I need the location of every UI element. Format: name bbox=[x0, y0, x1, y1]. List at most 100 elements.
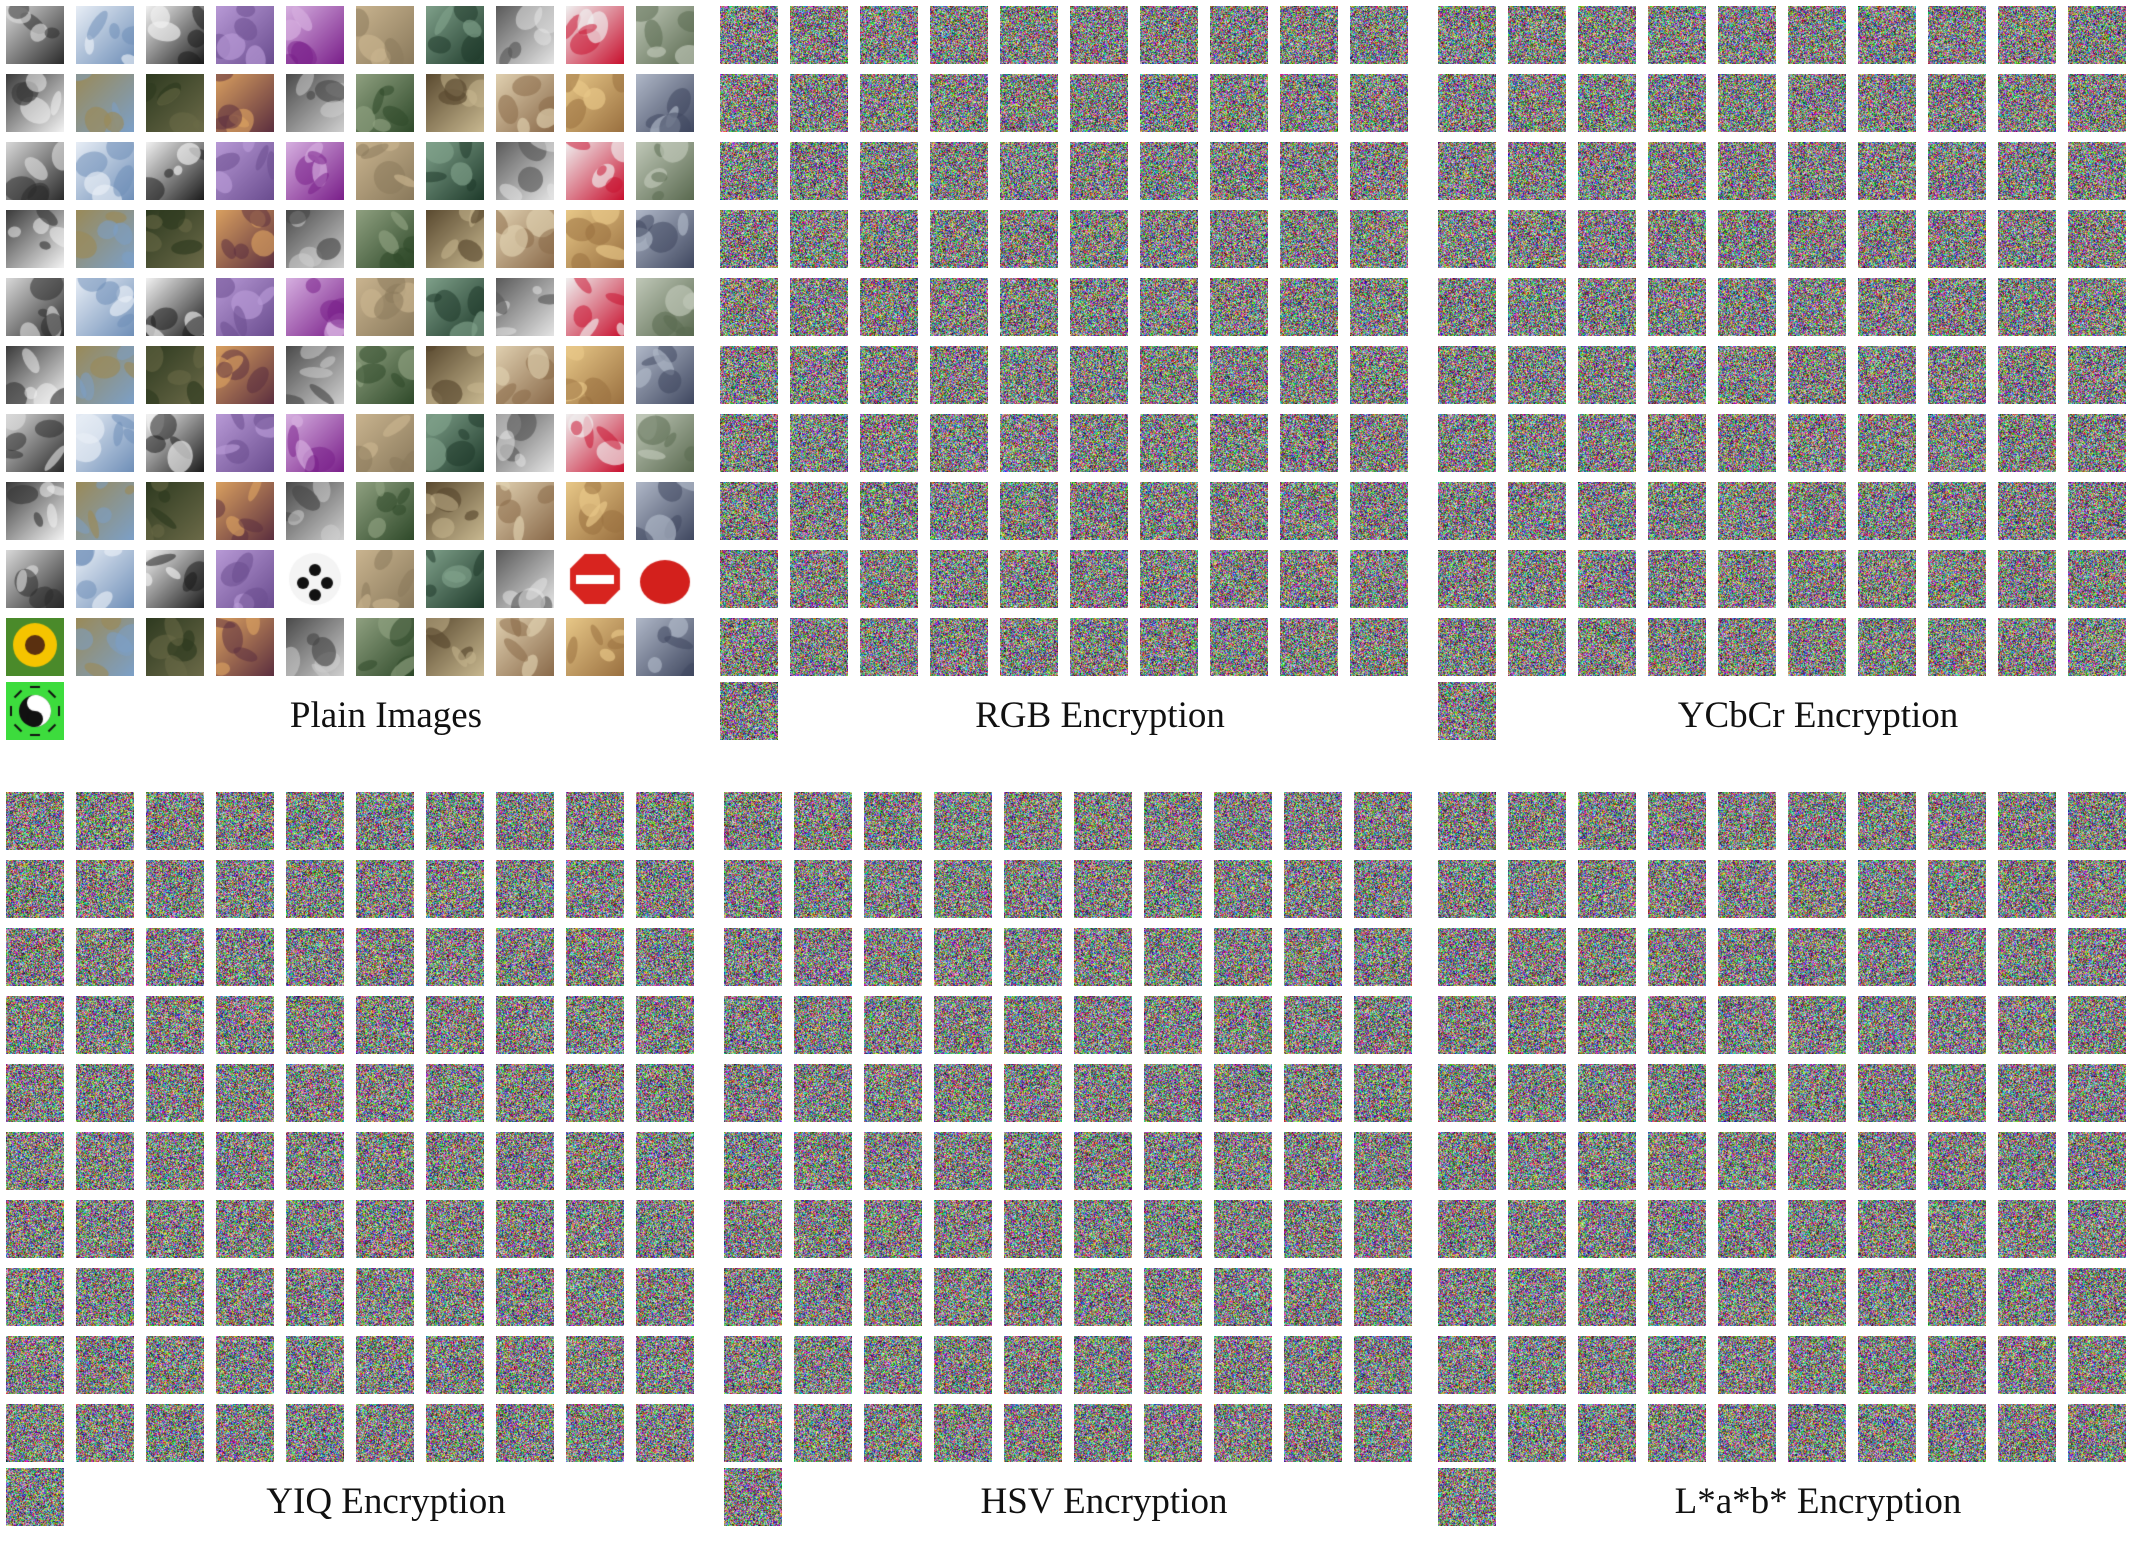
cipher-image-tile bbox=[794, 928, 852, 986]
cipher-image-tile bbox=[636, 996, 694, 1054]
cipher-image-tile bbox=[146, 928, 204, 986]
cipher-image-tile bbox=[1858, 550, 1916, 608]
cipher-image-tile bbox=[930, 618, 988, 676]
plain-image-tile-motorbike bbox=[356, 414, 414, 472]
cipher-image-tile bbox=[1508, 278, 1566, 336]
cipher-image-tile bbox=[1214, 1268, 1272, 1326]
cipher-image-tile bbox=[566, 792, 624, 850]
cipher-image-tile bbox=[1438, 74, 1496, 132]
cipher-image-tile bbox=[794, 1268, 852, 1326]
cipher-image-tile bbox=[1074, 792, 1132, 850]
plain-image-tile-binoculars bbox=[566, 6, 624, 64]
cipher-image-tile bbox=[1928, 278, 1986, 336]
cipher-image-tile bbox=[1858, 278, 1916, 336]
cipher-image-tile bbox=[1214, 1132, 1272, 1190]
plain-image-tile-cup bbox=[426, 142, 484, 200]
cipher-image-tile bbox=[860, 74, 918, 132]
cipher-image-tile bbox=[2068, 1200, 2126, 1258]
cipher-image-tile bbox=[1508, 482, 1566, 540]
cipher-image-tile bbox=[146, 860, 204, 918]
cipher-image-tile bbox=[1508, 1268, 1566, 1326]
cipher-image-tile bbox=[76, 996, 134, 1054]
cipher-image-tile bbox=[1648, 1064, 1706, 1122]
plain-image-tile-headphone bbox=[426, 278, 484, 336]
cipher-image-tile bbox=[724, 860, 782, 918]
cipher-image-tile bbox=[1438, 278, 1496, 336]
cipher-image-tile bbox=[1438, 1404, 1496, 1462]
plain-image-tile-camera bbox=[286, 74, 344, 132]
cipher-image-tile bbox=[1648, 860, 1706, 918]
cipher-image-tile bbox=[286, 860, 344, 918]
cipher-image-tile bbox=[724, 1268, 782, 1326]
cipher-image-tile bbox=[790, 550, 848, 608]
plain-image-tile-water-lilly bbox=[356, 618, 414, 676]
plain-image-tile-lobster bbox=[566, 346, 624, 404]
cipher-image-tile bbox=[1648, 482, 1706, 540]
plain-image-tile-schooner bbox=[636, 482, 694, 540]
cipher-image-tile bbox=[6, 1268, 64, 1326]
cipher-image-tile bbox=[1144, 928, 1202, 986]
cipher-image-tile bbox=[864, 1404, 922, 1462]
extra-image-tile bbox=[1438, 682, 1496, 740]
cipher-image-tile bbox=[496, 792, 554, 850]
cipher-image-tile bbox=[1998, 1132, 2056, 1190]
cipher-image-tile bbox=[1508, 142, 1566, 200]
cipher-image-tile bbox=[1858, 1064, 1916, 1122]
plain-image-tile-pyramid bbox=[286, 482, 344, 540]
cipher-image-tile bbox=[356, 1132, 414, 1190]
cipher-image-tile bbox=[1144, 1268, 1202, 1326]
cipher-image-tile bbox=[216, 996, 274, 1054]
cipher-image-tile bbox=[2068, 1268, 2126, 1326]
plain-image-tile-wild-cat bbox=[496, 618, 554, 676]
cipher-image-tile bbox=[1140, 618, 1198, 676]
plain-image-tile-octopus bbox=[566, 414, 624, 472]
cipher-image-tile bbox=[1004, 860, 1062, 918]
cipher-image-tile bbox=[566, 996, 624, 1054]
cipher-image-tile bbox=[724, 996, 782, 1054]
image-grid bbox=[6, 792, 696, 1468]
cipher-image-tile bbox=[1004, 1404, 1062, 1462]
cipher-image-tile bbox=[1578, 1336, 1636, 1394]
cipher-image-tile bbox=[1210, 210, 1268, 268]
panel-rgb-encryption: RGB Encryption bbox=[720, 6, 1410, 746]
cipher-image-tile bbox=[6, 1064, 64, 1122]
cipher-image-tile bbox=[860, 414, 918, 472]
cipher-image-tile bbox=[216, 860, 274, 918]
cipher-image-tile bbox=[1718, 860, 1776, 918]
cipher-image-tile bbox=[1438, 682, 1496, 740]
cipher-image-tile bbox=[1718, 482, 1776, 540]
cipher-image-tile bbox=[146, 1064, 204, 1122]
cipher-image-tile bbox=[720, 346, 778, 404]
cipher-image-tile bbox=[1070, 142, 1128, 200]
cipher-image-tile bbox=[216, 928, 274, 986]
plain-image-tile-kangaroo bbox=[146, 346, 204, 404]
cipher-image-tile bbox=[1438, 1336, 1496, 1394]
plain-image-tile-umbrella bbox=[216, 618, 274, 676]
cipher-image-tile bbox=[1508, 550, 1566, 608]
cipher-image-tile bbox=[1074, 860, 1132, 918]
cipher-image-tile bbox=[1350, 6, 1408, 64]
cipher-image-tile bbox=[76, 1132, 134, 1190]
cipher-image-tile bbox=[1070, 482, 1128, 540]
plain-image-tile-rooster bbox=[496, 482, 554, 540]
cipher-image-tile bbox=[930, 210, 988, 268]
cipher-image-tile bbox=[1578, 1064, 1636, 1122]
cipher-image-tile bbox=[6, 928, 64, 986]
cipher-image-tile bbox=[1928, 550, 1986, 608]
cipher-image-tile bbox=[1438, 792, 1496, 850]
cipher-image-tile bbox=[76, 1064, 134, 1122]
cipher-image-tile bbox=[1144, 860, 1202, 918]
plain-image-tile-crayfish bbox=[216, 142, 274, 200]
plain-image-tile-bonsai bbox=[636, 6, 694, 64]
cipher-image-tile bbox=[1284, 1336, 1342, 1394]
cipher-image-tile bbox=[1284, 860, 1342, 918]
cipher-image-tile bbox=[1284, 792, 1342, 850]
cipher-image-tile bbox=[790, 278, 848, 336]
cipher-image-tile bbox=[860, 550, 918, 608]
cipher-image-tile bbox=[1144, 1132, 1202, 1190]
cipher-image-tile bbox=[1350, 74, 1408, 132]
cipher-image-tile bbox=[930, 74, 988, 132]
cipher-image-tile bbox=[1210, 278, 1268, 336]
cipher-image-tile bbox=[1074, 1132, 1132, 1190]
cipher-image-tile bbox=[1280, 618, 1338, 676]
